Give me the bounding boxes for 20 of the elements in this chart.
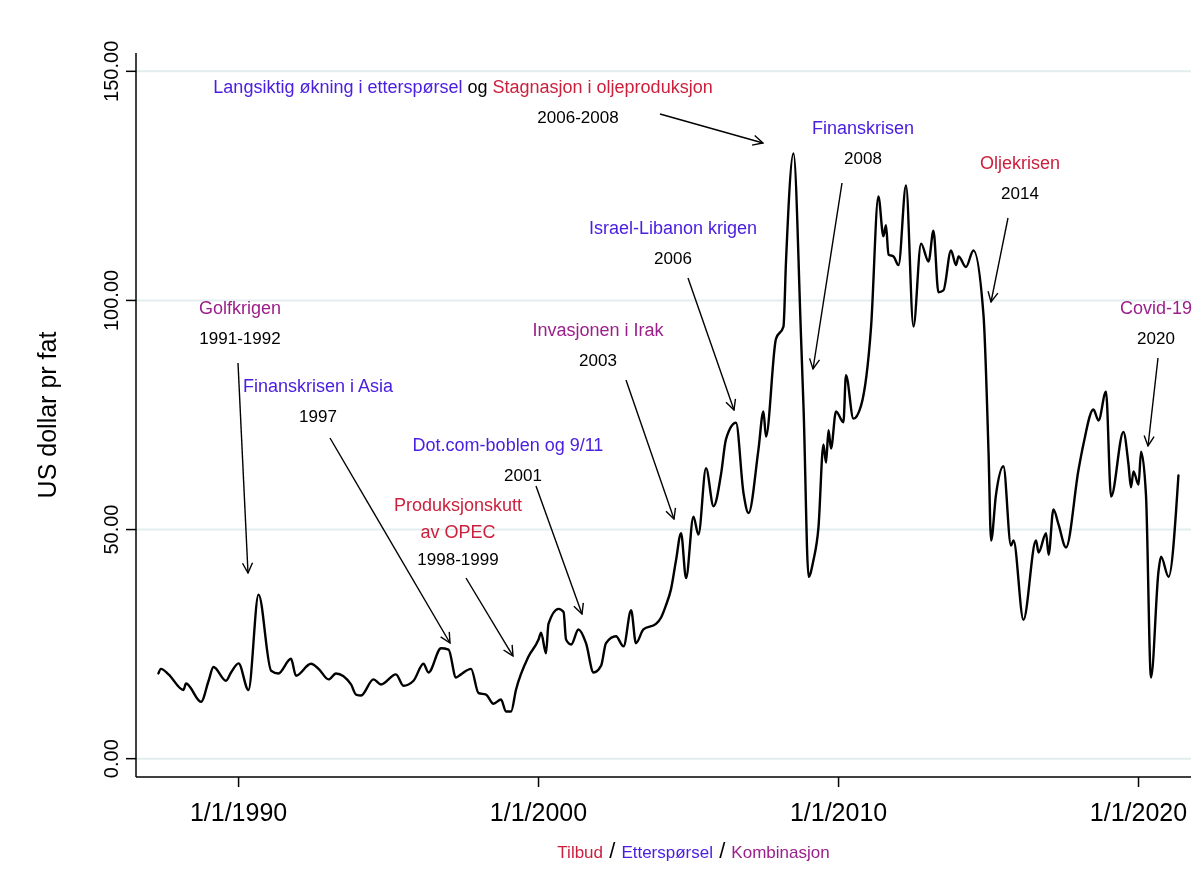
annotation: Covid-19 2020 bbox=[1119, 298, 1193, 348]
x-tick-label: 1/1/2010 bbox=[789, 798, 888, 826]
x-tick-label: 1/1/2020 bbox=[1089, 798, 1188, 826]
annotation: Invasjonen i Irak 2003 bbox=[532, 320, 665, 370]
annotation: Golfkrigen 1991-1992 bbox=[198, 298, 282, 348]
annotation: Produksjonskutt av OPEC 1998-1999 bbox=[393, 495, 523, 569]
y-tick-label: 0.00 bbox=[100, 739, 122, 779]
text: Tilbud / Etterspørsel / Kombinasjon bbox=[557, 838, 830, 863]
y-axis-title: US dollar pr fat bbox=[33, 331, 61, 499]
x-tick-label: 1/1/1990 bbox=[189, 798, 288, 826]
annotation: Oljekrisen 2014 bbox=[979, 153, 1061, 203]
y-tick-label: 150.00 bbox=[100, 40, 122, 102]
x-tick-label: 1/1/2000 bbox=[489, 798, 588, 826]
annotation: Finanskrisen 2008 bbox=[811, 118, 915, 168]
y-tick-label: 50.00 bbox=[100, 504, 122, 555]
annotation: Israel-Libanon krigen 2006 bbox=[588, 218, 758, 268]
y-tick-label: 100.00 bbox=[100, 269, 122, 332]
annotation: Finanskrisen i Asia 1997 bbox=[242, 376, 395, 426]
text: Langsiktig økning i etterspørsel og Stagnasjon i oljeproduksjon 2006-2008 bbox=[213, 77, 713, 127]
annotation: Dot.com-boblen og 9/11 2001 bbox=[412, 435, 604, 485]
